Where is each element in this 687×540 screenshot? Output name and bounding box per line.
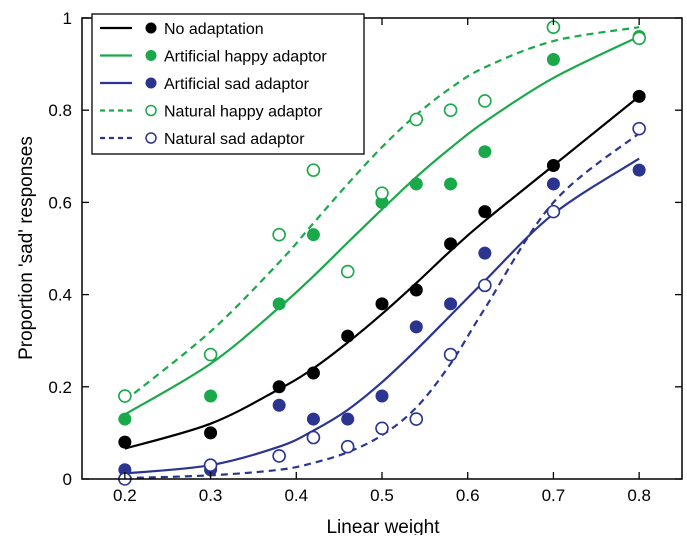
data-point-natural-happy-adaptor — [632, 31, 646, 46]
data-point-artificial-sad-adaptor — [375, 389, 389, 403]
legend-marker-natural-sad-adaptor — [145, 132, 157, 144]
data-point-artificial-happy-adaptor — [272, 297, 286, 311]
data-point-artificial-happy-adaptor — [204, 389, 218, 403]
y-tick-label: 0.8 — [48, 101, 72, 120]
data-point-natural-sad-adaptor — [632, 121, 646, 136]
data-point-no-adaptation — [118, 435, 132, 449]
x-tick-label: 0.3 — [199, 486, 223, 505]
data-point-natural-sad-adaptor — [375, 421, 389, 436]
data-point-artificial-happy-adaptor — [546, 52, 560, 66]
data-point-natural-sad-adaptor — [340, 439, 355, 454]
data-point-artificial-happy-adaptor — [444, 177, 458, 191]
fit-curve-artificial-happy-adaptor — [124, 35, 640, 416]
data-point-natural-sad-adaptor — [478, 278, 492, 293]
data-point-no-adaptation — [375, 297, 389, 311]
data-point-natural-happy-adaptor — [306, 163, 321, 177]
legend-marker-artificial-sad-adaptor — [145, 77, 157, 89]
data-point-no-adaptation — [272, 380, 286, 394]
data-point-no-adaptation — [478, 205, 492, 219]
fit-curve-no-adaptation — [124, 95, 640, 450]
y-tick-label: 1 — [63, 9, 72, 28]
data-point-no-adaptation — [632, 89, 646, 103]
data-point-artificial-sad-adaptor — [341, 412, 355, 426]
y-tick-label: 0.4 — [48, 286, 72, 305]
legend-box — [91, 13, 365, 155]
data-point-natural-sad-adaptor — [443, 347, 458, 362]
fit-curve-artificial-sad-adaptor — [124, 157, 640, 475]
data-point-natural-happy-adaptor — [478, 94, 492, 108]
data-point-natural-sad-adaptor — [409, 412, 424, 426]
x-tick-label: 0.4 — [284, 486, 308, 505]
plot-area — [118, 20, 646, 486]
legend: No adaptation Artificial happy adaptor Art… — [91, 13, 365, 155]
data-point-artificial-sad-adaptor — [632, 163, 646, 177]
legend-label-artificial-sad-adaptor: Artificial sad adaptor — [164, 76, 310, 93]
data-point-natural-sad-adaptor — [546, 204, 561, 219]
data-point-artificial-happy-adaptor — [118, 412, 132, 426]
legend-marker-no-adaptation — [145, 22, 157, 34]
data-point-artificial-happy-adaptor — [409, 177, 423, 191]
x-tick-label: 0.6 — [456, 486, 480, 505]
data-point-no-adaptation — [341, 329, 355, 343]
x-tick-label: 0.5 — [370, 486, 394, 505]
data-point-artificial-sad-adaptor — [306, 412, 320, 426]
x-tick-label: 0.2 — [113, 486, 137, 505]
legend-label-natural-sad-adaptor: Natural sad adaptor — [164, 131, 305, 148]
y-tick-label: 0.6 — [48, 193, 72, 212]
data-point-natural-sad-adaptor — [203, 458, 218, 472]
data-point-artificial-sad-adaptor — [546, 177, 560, 191]
fit-curve-natural-happy-adaptor — [124, 26, 640, 402]
legend-label-natural-happy-adaptor: Natural happy adaptor — [164, 104, 323, 121]
data-point-artificial-sad-adaptor — [478, 246, 492, 260]
data-point-natural-sad-adaptor — [272, 449, 286, 463]
data-point-natural-sad-adaptor — [306, 430, 321, 445]
legend-marker-natural-happy-adaptor — [145, 104, 157, 117]
data-point-natural-happy-adaptor — [203, 347, 218, 362]
data-point-artificial-happy-adaptor — [478, 145, 492, 159]
axes: 0.2 0.3 0.4 0.5 0.6 0.7 0.8 0 0.2 0.4 0.6 0.8 1 — [48, 9, 683, 505]
data-point-natural-happy-adaptor — [443, 103, 458, 117]
data-point-natural-happy-adaptor — [272, 227, 286, 242]
data-point-no-adaptation — [444, 237, 458, 251]
y-tick-label: 0.2 — [48, 378, 72, 397]
data-point-artificial-sad-adaptor — [409, 320, 423, 334]
data-point-natural-happy-adaptor — [118, 389, 132, 403]
x-tick-label: 0.7 — [542, 486, 566, 505]
data-point-no-adaptation — [546, 159, 560, 173]
data-point-no-adaptation — [306, 366, 320, 380]
data-point-artificial-sad-adaptor — [444, 297, 458, 311]
x-axis-title: Linear weight — [326, 517, 440, 535]
legend-label-artificial-happy-adaptor: Artificial happy adaptor — [164, 49, 327, 66]
y-axis-title: Proportion 'sad' responses — [16, 136, 37, 360]
data-point-no-adaptation — [409, 283, 423, 297]
data-point-natural-happy-adaptor — [340, 264, 355, 279]
y-tick-label: 0 — [63, 470, 72, 489]
legend-label-no-adaptation: No adaptation — [164, 21, 264, 38]
data-point-natural-happy-adaptor — [375, 186, 389, 200]
legend-marker-artificial-happy-adaptor — [145, 50, 157, 61]
data-point-no-adaptation — [204, 426, 218, 440]
fit-curve-natural-sad-adaptor — [124, 132, 640, 480]
data-point-natural-happy-adaptor — [409, 112, 424, 127]
data-point-artificial-happy-adaptor — [306, 228, 320, 242]
x-tick-label: 0.8 — [627, 486, 651, 505]
data-point-artificial-sad-adaptor — [272, 398, 286, 412]
